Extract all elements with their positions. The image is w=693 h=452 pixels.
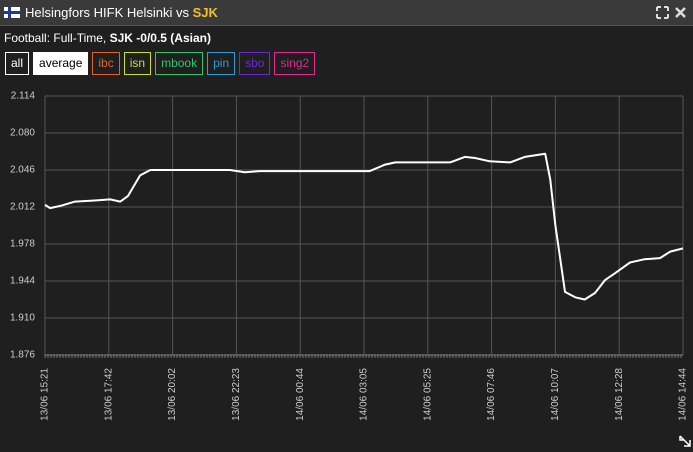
- y-tick-label: 2.046: [10, 165, 35, 176]
- x-tick-label: 13/06 20:02: [167, 368, 178, 421]
- away-team: SJK: [192, 5, 218, 20]
- selection: SJK -0/0.5 (Asian): [109, 31, 211, 45]
- bookmaker-button[interactable]: isn: [123, 52, 152, 75]
- bookmaker-button[interactable]: pin: [207, 52, 236, 75]
- bookmaker-buttons: all average ibc isn mbook pin sbo sing2: [5, 52, 316, 75]
- x-tick-label: 14/06 05:25: [422, 368, 433, 421]
- x-tick-label: 14/06 00:44: [295, 368, 306, 421]
- x-tick-label: 14/06 03:05: [359, 368, 370, 421]
- x-tick-label: 14/06 12:28: [614, 368, 625, 421]
- y-tick-label: 1.910: [10, 313, 35, 324]
- x-tick-label: 13/06 17:42: [103, 368, 114, 421]
- x-tick-label: 13/06 22:23: [231, 368, 242, 421]
- x-tick-label: 14/06 14:44: [678, 368, 689, 421]
- x-tick-label: 14/06 07:46: [486, 368, 497, 421]
- bookmaker-button[interactable]: sing2: [274, 52, 316, 75]
- y-tick-label: 2.114: [11, 91, 36, 102]
- y-tick-label: 2.012: [10, 202, 35, 213]
- window-controls[interactable]: [656, 6, 688, 19]
- bookmaker-button[interactable]: sbo: [239, 52, 271, 75]
- bookmaker-button[interactable]: mbook: [155, 52, 204, 75]
- x-tick-label: 14/06 10:07: [550, 368, 561, 421]
- bookmaker-button[interactable]: ibc: [92, 52, 120, 75]
- resize-handle: [679, 435, 691, 447]
- y-tick-label: 1.876: [10, 350, 35, 361]
- bookmaker-button[interactable]: all: [5, 52, 30, 75]
- subtitle: Football: Full-Time, SJK -0/0.5 (Asian): [4, 31, 211, 45]
- x-tick-label: 13/06 15:21: [40, 368, 51, 421]
- home-team: Helsingfors HIFK Helsinki: [25, 5, 173, 20]
- y-tick-label: 1.978: [10, 239, 35, 250]
- header: Helsingfors HIFK Helsinki vs SJK: [0, 0, 693, 26]
- bookmaker-button[interactable]: average: [33, 52, 89, 75]
- vs: vs: [176, 5, 189, 20]
- y-tick-label: 1.944: [10, 276, 35, 287]
- market: Football: Full-Time,: [4, 31, 107, 45]
- flag: [4, 7, 20, 18]
- y-tick-label: 2.080: [10, 128, 35, 139]
- odds-line: [44, 152, 684, 301]
